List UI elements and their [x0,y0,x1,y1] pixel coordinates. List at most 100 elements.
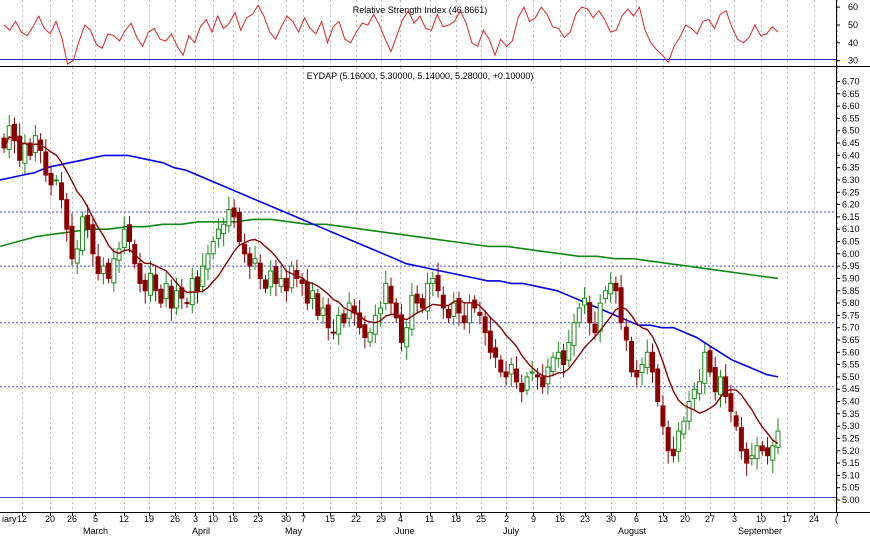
x-tick-label: 29 [376,514,386,524]
x-month-label: June [395,526,415,536]
candle-up [215,228,221,240]
candle-down [728,393,734,412]
candle-down [362,324,368,339]
price-tick-labels: 6.70 6.65 6.60 6.55 6.50 6.45 6.40 6.35 6.30 6.25… [836,77,860,505]
candle-up [121,228,127,248]
candle-down [11,123,17,142]
candle-down [59,182,65,201]
x-tick-label: 15 [325,514,335,524]
x-tick-label: 12 [119,514,129,524]
x-tick-label: 3 [193,514,198,524]
rsi-series-line [3,4,779,65]
price-tick-label: 5.50 [842,372,860,382]
candle-down [477,311,483,316]
x-tick-label: 7 [301,514,306,524]
candle-up [697,381,703,395]
candle-up [100,265,106,275]
x-tick-label: 30 [606,514,616,524]
x-month-label: August [618,526,647,536]
candle-down [398,314,404,343]
candle-down [514,368,520,383]
candle-up [749,455,755,460]
candle-up [252,258,258,264]
price-tick-label: 5.15 [842,458,860,468]
candle-up [336,314,342,335]
candle-down [262,279,268,289]
candle-up [602,290,608,300]
candle-down [357,312,363,329]
candle-down [493,347,499,358]
x-tick-labels: iary 12 20 26 5 12 19 26 3 10 16 23 30 7 15 22 29 4 11 18 25… [2,512,838,524]
candle-up [310,290,316,300]
candle-up [702,351,708,384]
x-tick-label: 20 [680,514,690,524]
candle-up [608,282,614,295]
candle-down [419,298,425,309]
candle-down [618,287,624,324]
candle-up [639,364,645,373]
candlesticks [1,114,781,476]
candle-down [283,277,289,292]
price-tick-label: 5.60 [842,347,860,357]
candle-up [644,351,650,369]
x-tick-label: 16 [228,514,238,524]
candle-down [299,279,305,284]
price-tick-label: 5.40 [842,397,860,407]
x-month-label: May [285,526,303,536]
price-tick-label: 5.20 [842,446,860,456]
x-tick-label: 3 [732,514,737,524]
x-tick-label: 26 [67,514,77,524]
x-tick-label: 25 [476,514,486,524]
candle-down [670,448,676,457]
candle-down [315,293,321,316]
x-tick-label: 24 [809,514,819,524]
x-tick-label: 17 [782,514,792,524]
price-tick-label: 6.65 [842,89,860,99]
price-tick-label: 5.95 [842,261,860,271]
ma-mid-line [0,154,779,378]
candle-down [765,447,771,457]
candle-up [205,253,211,270]
candle-down [137,263,143,284]
candle-down [195,276,200,292]
rsi-tick-labels: 60 50 40 30 [836,2,858,66]
candle-up [676,430,682,452]
candle-down [634,370,640,378]
x-tick-label: 5 [93,514,98,524]
price-panel: EYDAP (5.16000, 5.30000, 5.14000, 5.2800… [0,66,860,512]
x-tick-label: 4 [398,514,403,524]
price-tick-label: 5.45 [842,384,860,394]
price-tick-label: 5.80 [842,298,860,308]
candle-up [53,179,59,182]
candle-up [174,290,180,309]
candle-down [446,308,452,319]
price-tick-label: 5.25 [842,433,860,443]
candle-down [273,266,279,284]
x-month-label: July [503,526,520,536]
ma-short-line [3,136,779,445]
candle-down [158,288,164,304]
candle-down [142,279,148,292]
candle-down [461,315,467,324]
x-axis: iary 12 20 26 5 12 19 26 3 10 16 23 30 7 15 22 29 4 11 18 25… [0,512,870,536]
price-tick-label: 6.25 [842,187,860,197]
candle-up [466,302,472,324]
candle-down [738,427,744,452]
candle-up [681,420,687,435]
candle-down [540,376,546,388]
x-tick-label: 18 [451,514,461,524]
price-tick-label: 5.10 [842,470,860,480]
candle-down [759,445,765,452]
candle-down [482,316,488,334]
candle-down [247,253,253,267]
candle-down [27,142,33,156]
candle-up [597,302,603,332]
candle-down [503,371,509,378]
candle-down [85,214,91,230]
candle-down [561,350,567,366]
candle-up [529,371,535,374]
x-tick-label: 16 [555,514,565,524]
candle-up [163,282,169,300]
rsi-tick-label: 50 [848,20,858,30]
